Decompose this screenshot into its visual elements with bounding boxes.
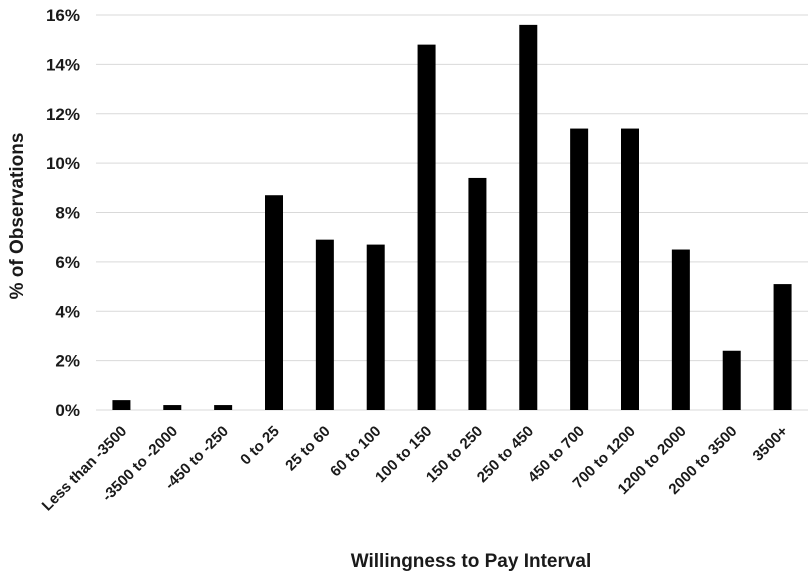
x-axis-ticks: Less than -3500-3500 to -2000-450 to -25… bbox=[39, 423, 792, 515]
y-axis-title: % of Observations bbox=[7, 133, 28, 300]
y-tick-label: 12% bbox=[46, 105, 80, 124]
bar bbox=[570, 128, 589, 410]
x-tick-label: 25 to 60 bbox=[282, 423, 334, 475]
y-tick-label: 8% bbox=[55, 204, 80, 223]
gridlines bbox=[96, 14, 808, 411]
bar bbox=[722, 350, 741, 410]
y-axis-ticks: 0% 2% 4% 6% 8% 10% 12% 14% 16% bbox=[46, 6, 80, 420]
x-tick-label: 3500+ bbox=[750, 423, 792, 465]
bar bbox=[417, 44, 436, 410]
bar bbox=[112, 400, 131, 410]
bar bbox=[468, 177, 487, 410]
y-tick-label: 2% bbox=[55, 352, 80, 371]
bar bbox=[621, 128, 639, 410]
bar bbox=[214, 405, 233, 410]
x-tick-label: 0 to 25 bbox=[237, 423, 283, 469]
bars bbox=[112, 24, 792, 410]
bar bbox=[163, 405, 182, 410]
y-tick-label: 14% bbox=[46, 55, 80, 74]
bar bbox=[519, 24, 538, 410]
bar bbox=[671, 249, 690, 410]
y-tick-label: 0% bbox=[55, 401, 80, 420]
y-tick-label: 16% bbox=[46, 6, 80, 25]
bar bbox=[366, 244, 385, 410]
x-axis-title: Willingness to Pay Interval bbox=[351, 551, 592, 572]
bar bbox=[265, 195, 283, 410]
y-tick-label: 6% bbox=[55, 253, 80, 272]
bar bbox=[315, 239, 334, 410]
y-tick-label: 10% bbox=[46, 154, 80, 173]
x-tick-label: Less than -3500 bbox=[39, 423, 131, 515]
bar bbox=[773, 284, 792, 410]
y-tick-label: 4% bbox=[55, 302, 80, 321]
